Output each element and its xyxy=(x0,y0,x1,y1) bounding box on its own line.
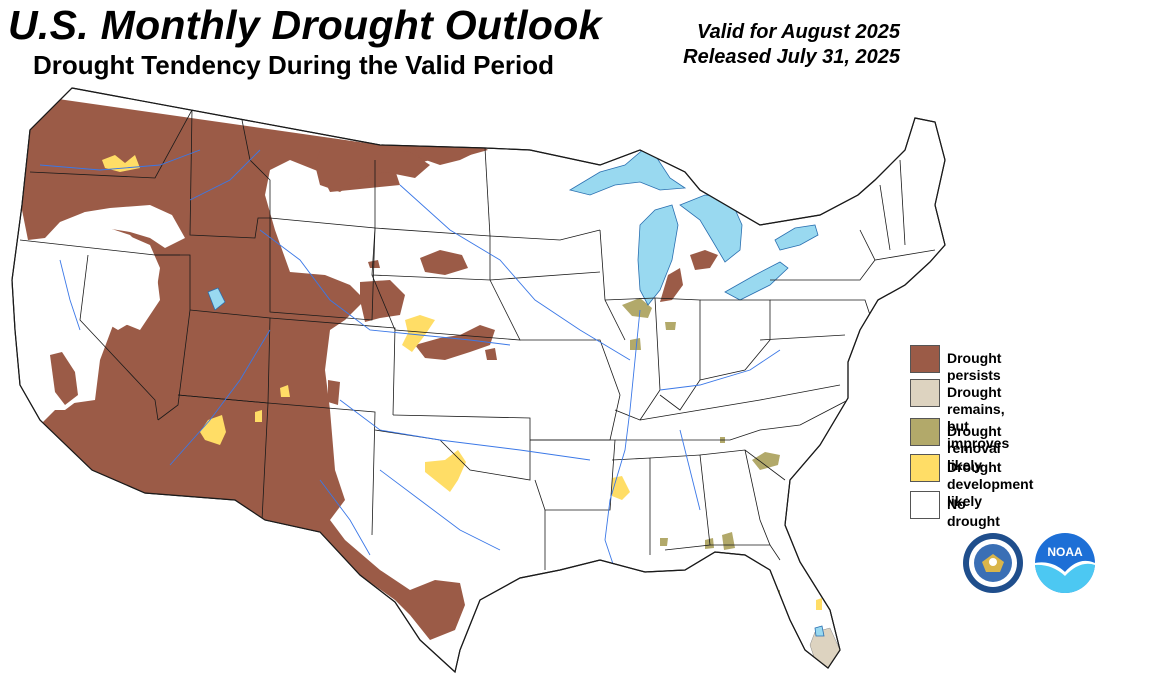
legend-label: Drought remains, xyxy=(947,384,1005,417)
drought-persists-ne-south xyxy=(415,325,495,360)
development-mississippi xyxy=(612,476,630,500)
noaa-logo: NOAA xyxy=(1035,533,1095,593)
drought-persists-michigan-west xyxy=(660,268,683,302)
great-salt-lake xyxy=(207,287,226,311)
legend-item-persists: Drought persists xyxy=(910,345,1001,384)
legend-swatch-removal xyxy=(910,418,940,446)
removal-mo-small xyxy=(630,338,641,350)
rivers xyxy=(39,149,781,571)
map-subtitle: Drought Tendency During the Valid Period xyxy=(33,50,555,80)
legend-label: Drought development likely xyxy=(947,459,1034,509)
lake-okeechobee xyxy=(814,625,825,637)
date-block: Valid for August 2025 Released July 31, … xyxy=(683,20,900,70)
no-drought-oregon xyxy=(60,205,185,248)
removal-ms-small xyxy=(660,538,668,546)
legend-swatch-none xyxy=(910,491,940,519)
lake-superior xyxy=(568,147,687,196)
great-lakes xyxy=(207,147,825,637)
drought-persists-central-ca xyxy=(50,352,78,405)
drought-persists-northern-plains xyxy=(315,150,430,192)
development-nebraska xyxy=(402,315,435,352)
valid-period: Valid for August 2025 xyxy=(696,21,900,43)
removal-carolina xyxy=(752,452,780,470)
development-oklahoma xyxy=(425,450,466,492)
legend-label: Drought removal likely xyxy=(947,423,1002,473)
removal-illinois xyxy=(622,298,652,318)
svg-text:NOAA: NOAA xyxy=(1047,545,1083,559)
us-outline xyxy=(11,87,946,674)
drought-persists-sd xyxy=(420,250,468,275)
commerce-seal-logo xyxy=(963,533,1023,593)
legend-swatch-development xyxy=(910,454,940,482)
legend-item-improves: Drought remains, but improves xyxy=(910,379,1009,452)
removal-illinois-small xyxy=(665,322,676,330)
drought-persists-michigan xyxy=(690,250,718,270)
development-utah xyxy=(280,385,290,397)
map-title: U.S. Monthly Drought Outlook xyxy=(8,2,602,48)
legend-item-removal: Drought removal likely xyxy=(910,418,1001,474)
state-borders xyxy=(19,109,936,570)
legend-label: Drought persists xyxy=(947,350,1002,383)
lake-ontario xyxy=(774,224,819,251)
release-date: Released July 31, 2025 xyxy=(683,46,900,68)
lake-michigan xyxy=(637,204,679,306)
legend-label-line2: but improves xyxy=(947,418,1010,451)
drought-persists-co-west xyxy=(328,380,340,405)
legend-item-none: No drought xyxy=(910,491,1000,530)
improves-florida-small xyxy=(816,598,822,610)
legend-label: No drought xyxy=(947,496,1000,529)
legend-swatch-persists xyxy=(910,345,940,373)
legend-swatch-improves xyxy=(910,379,940,407)
legend-item-development: Drought development likely xyxy=(910,454,1033,510)
development-nm xyxy=(255,410,262,422)
drought-development-areas xyxy=(102,155,630,500)
drought-persists-ne-small xyxy=(485,348,497,360)
development-arizona xyxy=(200,415,226,445)
removal-georgia xyxy=(722,532,735,550)
